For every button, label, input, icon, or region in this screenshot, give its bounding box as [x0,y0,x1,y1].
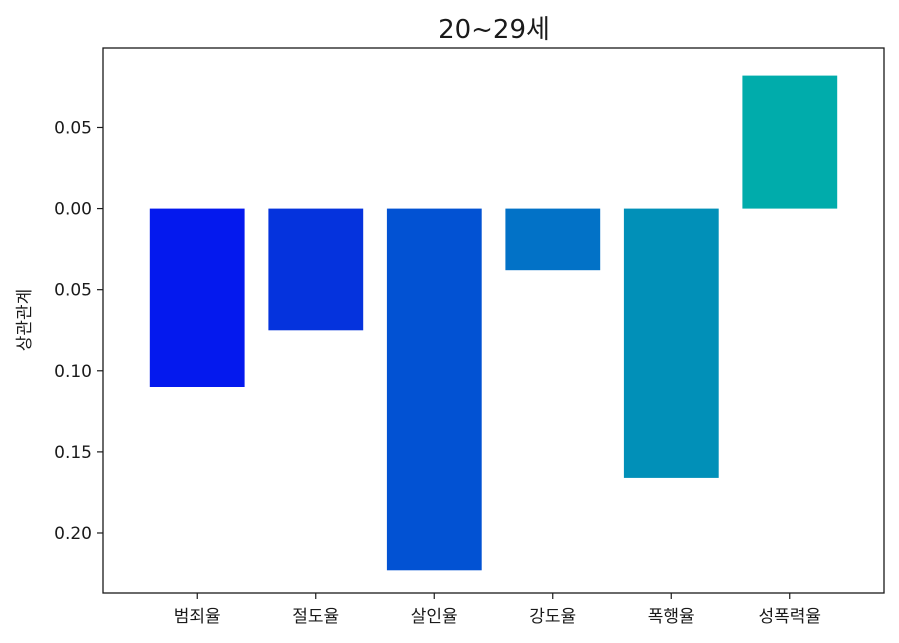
bar [623,208,719,478]
bar [149,208,245,387]
bar [505,208,601,271]
plot-frame [102,47,885,594]
x-axis: 범죄율 절도율 살인율 강도율 폭행율 성폭력율 [174,593,821,627]
y-tick-label: 0.15 [54,443,92,463]
y-tick-label: 0.00 [54,200,92,220]
bar [268,208,364,331]
x-tick-label: 절도율 [292,607,339,627]
x-tick-label: 폭행율 [648,607,695,627]
chart-title: 20~29세 [438,15,550,45]
bar [742,75,838,209]
y-tick-label: 0.20 [54,524,92,544]
y-tick-label: 0.05 [54,281,92,301]
x-tick-label: 성폭력율 [758,607,821,627]
bar [386,208,482,571]
y-tick-label: 0.10 [54,362,92,382]
y-axis: 0.05 0.00 0.05 0.10 0.15 0.20 [54,118,103,544]
x-tick-label: 살인율 [411,607,458,627]
x-tick-label: 강도율 [529,607,576,627]
y-axis-label: 상관관계 [15,289,35,352]
bars-group [149,75,838,571]
y-tick-label: 0.05 [54,118,92,138]
x-tick-label: 범죄율 [174,607,221,627]
